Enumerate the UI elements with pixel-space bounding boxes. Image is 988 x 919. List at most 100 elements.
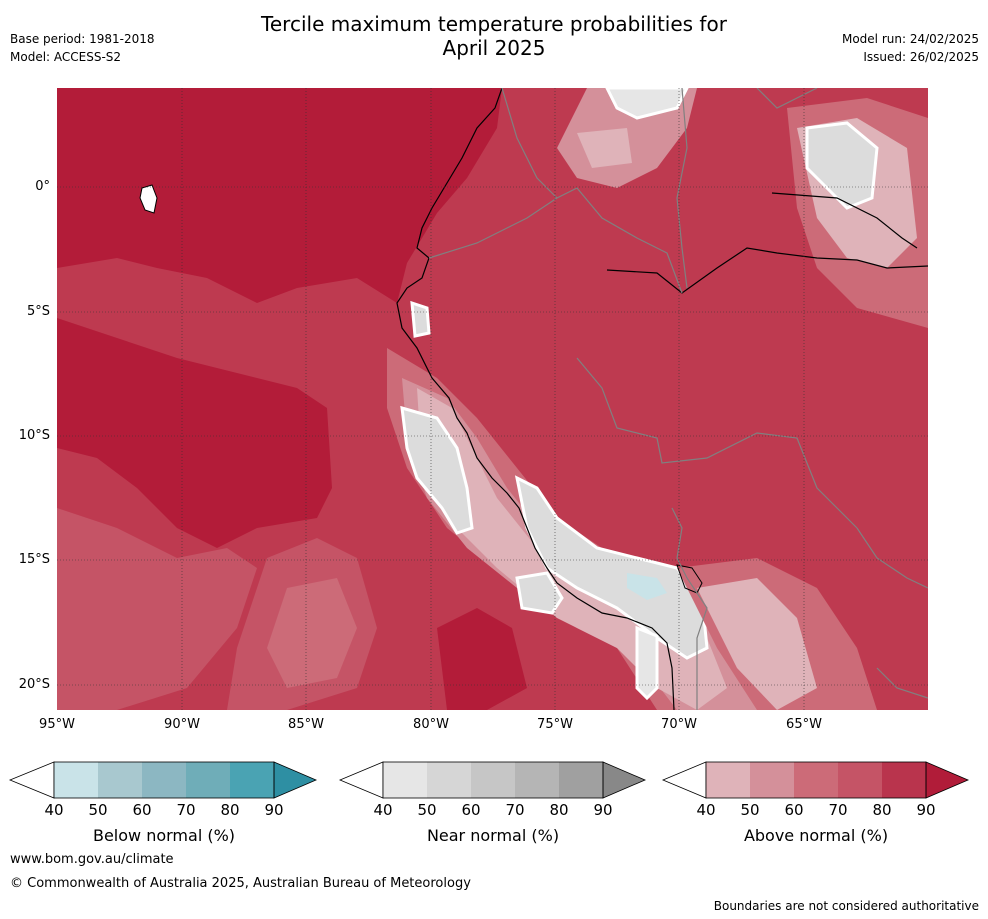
lon-label-95w: 95°W: [39, 717, 75, 732]
cb-below-tick-60: 60: [132, 801, 152, 819]
region-near-normal-chile: [635, 625, 659, 701]
cb-below-tick-40: 40: [44, 801, 64, 819]
header-meta-right: Model run: 24/02/2025 Issued: 26/02/2025: [842, 30, 979, 66]
title-line-1: Tercile maximum temperature probabilitie…: [261, 12, 727, 36]
colorbar-above-min-arrow: [661, 761, 707, 799]
map-grid: [57, 88, 928, 710]
cb-near-tick-70: 70: [505, 801, 525, 819]
cb-above-tick-80: 80: [872, 801, 892, 819]
probability-map: [57, 88, 928, 710]
footer-disclaimer: Boundaries are not considered authoritat…: [713, 899, 979, 913]
cb-below-tick-90: 90: [264, 801, 284, 819]
region-near-normal-north: [605, 88, 689, 120]
colorbar-below-bin-2: [98, 762, 142, 798]
region-above-40-se: [697, 578, 817, 710]
cb-near-tick-40: 40: [373, 801, 393, 819]
map-svg: [57, 88, 928, 710]
cb-above-tick-40: 40: [696, 801, 716, 819]
colorbars-svg: [8, 761, 970, 799]
border-bolivia-brazil: [856, 527, 928, 589]
base-period-text: Base period: 1981-2018: [10, 32, 155, 46]
colorbar-below-bin-1: [54, 762, 98, 798]
lat-label-0: 0°: [35, 179, 50, 194]
cb-above-tick-60: 60: [784, 801, 804, 819]
cb-below-tick-70: 70: [176, 801, 196, 819]
border-peru-bolivia-chile: [671, 507, 708, 710]
region-above-60-south: [267, 578, 357, 688]
colorbar-near-bin-3: [471, 762, 515, 798]
cb-near-tick-80: 80: [549, 801, 569, 819]
footer-website[interactable]: www.bom.gov.au/climate: [10, 852, 174, 867]
colorbar-near-min-arrow: [338, 761, 384, 799]
model-text: Model: ACCESS-S2: [10, 50, 122, 64]
lon-label-80w: 80°W: [413, 717, 449, 732]
galapagos-islands: [139, 184, 158, 214]
region-near-normal-north-coast: [410, 300, 431, 338]
lat-label-10s: 10°S: [18, 428, 50, 443]
model-run-text: Model run: 24/02/2025: [841, 32, 979, 46]
issued-text: Issued: 26/02/2025: [863, 50, 979, 64]
title-line-2: April 2025: [442, 36, 546, 60]
cb-near-tick-60: 60: [461, 801, 481, 819]
region-above-70-sw: [57, 508, 257, 710]
colorbar-near-bin-2: [427, 762, 471, 798]
colorbar-above-bin-5: [882, 762, 926, 798]
colorbar-below-max-arrow: [273, 761, 318, 799]
colorbar-below-min-arrow: [8, 761, 55, 799]
cb-above-tick-90: 90: [916, 801, 936, 819]
lon-label-70w: 70°W: [661, 717, 697, 732]
region-near-normal-central: [514, 475, 709, 660]
footer-copyright: © Commonwealth of Australia 2025, Austra…: [10, 876, 471, 891]
cb-above-tick-50: 50: [740, 801, 760, 819]
colorbar-near-bin-1: [383, 762, 427, 798]
border-peru-brazil-bolivia: [576, 357, 858, 529]
header-meta-left: Base period: 1981-2018 Model: ACCESS-S2: [10, 30, 155, 66]
region-below-normal-spot: [627, 573, 667, 600]
border-colombia-ecuador: [501, 88, 558, 199]
cb-near-tick-50: 50: [417, 801, 437, 819]
colorbar-below: [8, 761, 318, 799]
lon-label-85w: 85°W: [288, 717, 324, 732]
colorbar-above-bin-4: [838, 762, 882, 798]
lat-label-20s: 20°S: [18, 677, 50, 692]
border-colombia-brazil: [676, 88, 688, 289]
cb-below-tick-50: 50: [88, 801, 108, 819]
page-title: Tercile maximum temperature probabilitie…: [0, 12, 988, 60]
colorbar-near: [338, 761, 647, 799]
border-ecuador-peru: [428, 187, 683, 294]
colorbar-near-max-arrow: [602, 761, 647, 799]
border-paraguay: [876, 667, 928, 699]
cb-above-label: Above normal (%): [743, 826, 889, 845]
colorbar-below-bin-3: [142, 762, 186, 798]
region-near-normal-west: [400, 405, 474, 535]
lon-label-75w: 75°W: [537, 717, 573, 732]
region-above-40-north: [577, 128, 632, 168]
region-near-normal-south: [515, 571, 564, 615]
lat-label-5s: 5°S: [26, 304, 50, 319]
region-above-90-north: [57, 88, 502, 303]
cb-near-tick-90: 90: [593, 801, 613, 819]
colorbar-near-bin-4: [515, 762, 559, 798]
cb-below-tick-80: 80: [220, 801, 240, 819]
colorbar-above-bin-3: [794, 762, 838, 798]
colorbar-above-max-arrow: [925, 761, 970, 799]
river-north: [771, 192, 918, 249]
amazon-river: [606, 247, 928, 294]
colorbar-below-bin-5: [230, 762, 274, 798]
region-above-90-west: [57, 318, 332, 548]
colorbar-above-bin-1: [706, 762, 750, 798]
colorbar-above-bin-2: [750, 762, 794, 798]
border-venezuela: [756, 88, 818, 109]
lake-titicaca: [676, 564, 703, 594]
lon-label-65w: 65°W: [786, 717, 822, 732]
lat-label-15s: 15°S: [18, 552, 50, 567]
region-near-normal-ne: [805, 121, 879, 210]
lon-label-90w: 90°W: [164, 717, 200, 732]
colorbar-near-bin-5: [559, 762, 603, 798]
colorbar-above: [661, 761, 970, 799]
cb-below-label: Below normal (%): [92, 826, 236, 845]
colorbar-below-bin-4: [186, 762, 230, 798]
region-above-90-south: [437, 608, 527, 710]
coastline: [396, 88, 675, 710]
cb-near-label: Near normal (%): [426, 826, 560, 845]
